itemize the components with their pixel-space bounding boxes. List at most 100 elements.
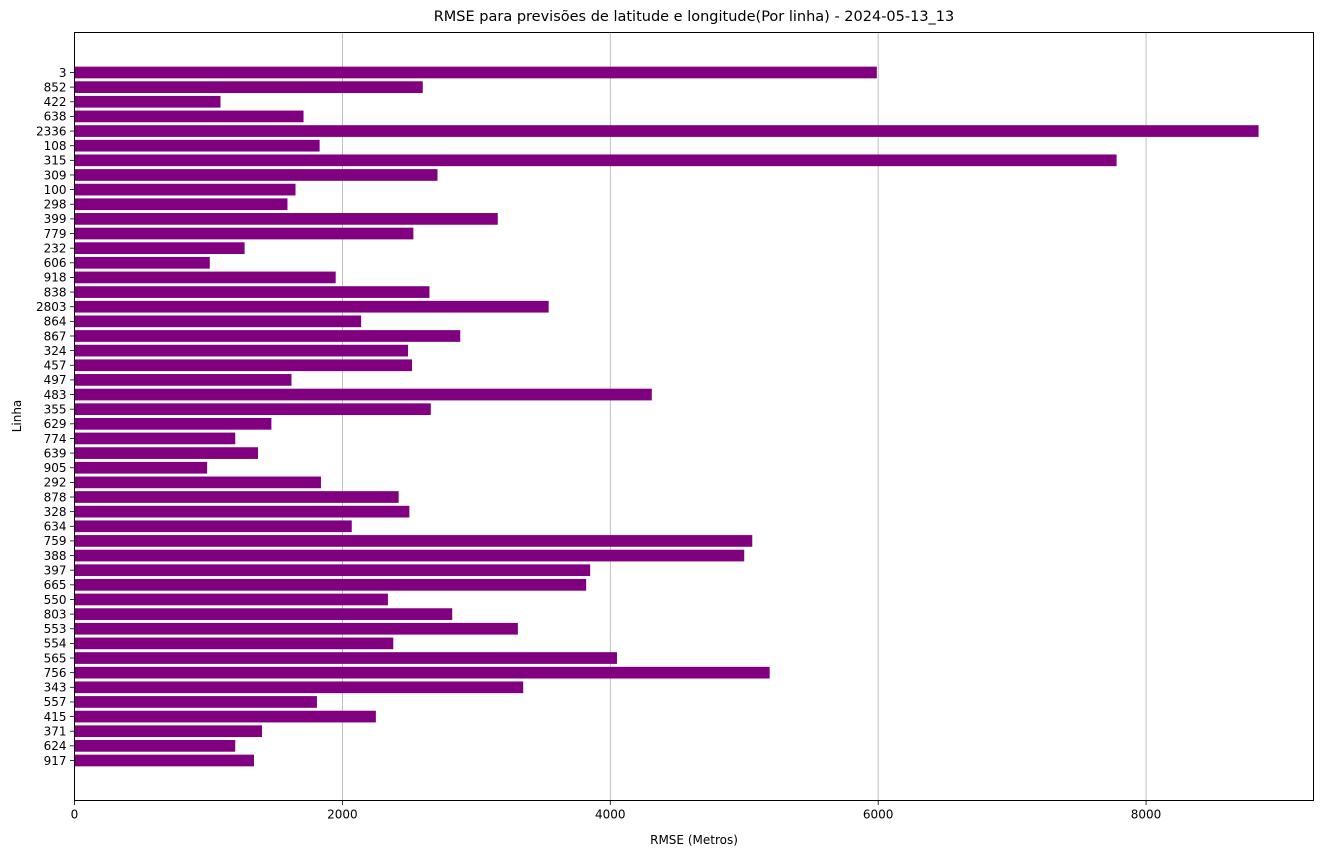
plot-frame — [74, 32, 1314, 801]
bar — [74, 535, 753, 547]
y-tick-label: 803 — [44, 607, 67, 621]
y-tick-label: 328 — [44, 505, 67, 519]
bar — [74, 578, 587, 591]
bar — [74, 696, 317, 708]
bar — [74, 388, 652, 401]
y-tick-label: 838 — [44, 285, 67, 299]
y-tick-label: 565 — [44, 651, 67, 665]
bar — [74, 242, 245, 255]
x-tick-label: 2000 — [327, 808, 358, 822]
bar — [74, 608, 453, 620]
y-tick-label: 100 — [44, 183, 67, 197]
y-tick-label: 634 — [44, 520, 67, 534]
bar — [74, 461, 208, 474]
bar — [74, 154, 1117, 167]
bar — [74, 271, 336, 284]
y-tick-label: 867 — [44, 329, 67, 343]
bar — [74, 505, 410, 518]
bar — [74, 622, 518, 635]
y-tick-label: 232 — [44, 241, 67, 255]
y-tick-label: 918 — [44, 271, 67, 285]
y-axis-label: Linha — [10, 400, 24, 433]
bar — [74, 403, 431, 416]
y-tick-label: 371 — [44, 725, 67, 739]
x-tick-label: 4000 — [595, 808, 626, 822]
bar — [74, 300, 549, 313]
bar — [74, 139, 320, 152]
y-tick-label: 554 — [44, 637, 67, 651]
bar — [74, 330, 461, 342]
bar — [74, 125, 1259, 137]
y-tick-label: 917 — [44, 754, 67, 768]
y-tick-label: 2803 — [36, 300, 67, 314]
y-tick-label: 852 — [44, 80, 67, 94]
bar — [74, 491, 399, 503]
y-tick-label: 324 — [44, 344, 67, 358]
bar — [74, 169, 438, 181]
y-tick-label: 397 — [44, 564, 67, 578]
y-tick-label: 309 — [44, 168, 67, 182]
y-tick-label: 497 — [44, 373, 67, 387]
x-axis-label: RMSE (Metros) — [650, 833, 738, 847]
chart-title: RMSE para previsões de latitude e longit… — [434, 9, 955, 25]
y-tick-label: 774 — [44, 432, 67, 446]
bar — [74, 725, 263, 738]
bar — [74, 286, 430, 298]
y-tick-label: 756 — [44, 666, 67, 680]
bar — [74, 81, 423, 93]
bar — [74, 66, 877, 79]
y-tick-label: 298 — [44, 198, 67, 212]
y-axis: 3852422638233610831530910029839977923260… — [36, 66, 75, 768]
bar — [74, 549, 745, 562]
y-tick-label: 629 — [44, 417, 67, 431]
bar — [74, 183, 296, 196]
bar — [74, 344, 409, 357]
bar — [74, 198, 288, 211]
bar — [74, 315, 362, 328]
bar — [74, 476, 321, 489]
bar — [74, 227, 414, 240]
bar — [74, 256, 210, 269]
x-tick-label: 6000 — [863, 808, 894, 822]
y-tick-label: 483 — [44, 388, 67, 402]
bar — [74, 637, 394, 650]
bar — [74, 754, 254, 767]
bar — [74, 359, 413, 372]
y-tick-label: 864 — [44, 315, 67, 329]
y-tick-label: 399 — [44, 212, 67, 226]
y-tick-label: 343 — [44, 681, 67, 695]
y-tick-label: 108 — [44, 139, 67, 153]
bar — [74, 432, 236, 445]
bar — [74, 740, 236, 752]
x-tick-label: 8000 — [1131, 808, 1162, 822]
y-tick-label: 315 — [44, 154, 67, 168]
y-tick-label: 292 — [44, 476, 67, 490]
bar — [74, 213, 498, 225]
y-tick-label: 606 — [44, 256, 67, 270]
bar — [74, 95, 221, 108]
y-tick-label: 639 — [44, 446, 67, 460]
bar — [74, 681, 524, 694]
y-tick-label: 457 — [44, 359, 67, 373]
y-tick-label: 665 — [44, 578, 67, 592]
y-tick-label: 905 — [44, 461, 67, 475]
y-tick-label: 388 — [44, 549, 67, 563]
bar — [74, 710, 376, 723]
y-tick-label: 557 — [44, 695, 67, 709]
y-tick-label: 355 — [44, 402, 67, 416]
y-tick-label: 878 — [44, 490, 67, 504]
y-tick-label: 550 — [44, 593, 67, 607]
x-tick-label: 0 — [71, 808, 79, 822]
y-tick-label: 624 — [44, 739, 67, 753]
bar — [74, 110, 304, 123]
y-tick-label: 638 — [44, 110, 67, 124]
bar — [74, 447, 259, 459]
y-tick-label: 779 — [44, 227, 67, 241]
bars — [74, 66, 1259, 767]
y-tick-label: 553 — [44, 622, 67, 636]
bar — [74, 652, 617, 664]
bar — [74, 666, 770, 679]
bar — [74, 374, 292, 386]
y-tick-label: 3 — [59, 66, 67, 80]
